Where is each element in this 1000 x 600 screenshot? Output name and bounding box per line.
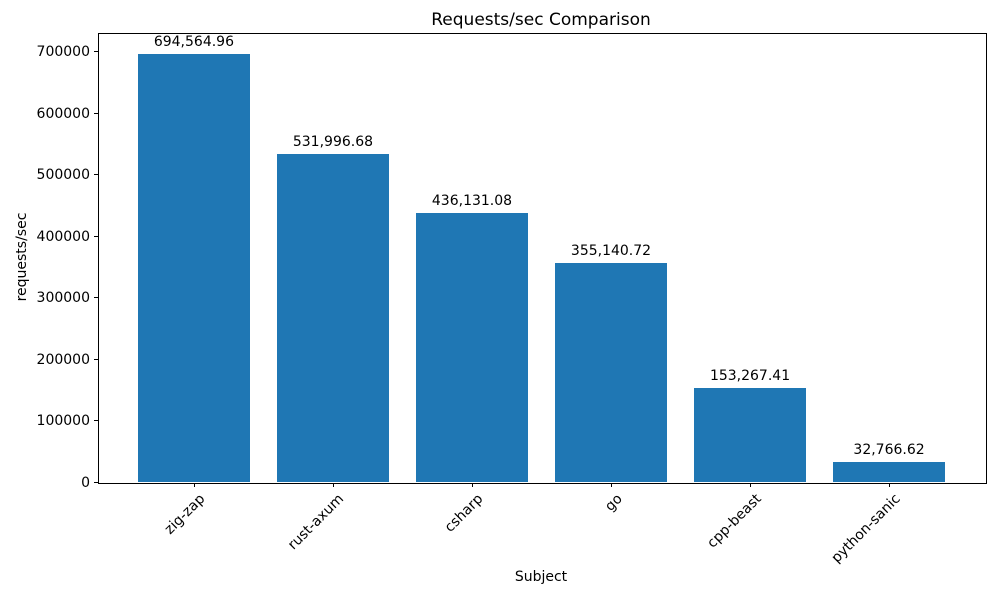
bar-go	[555, 263, 667, 482]
x-tick-mark	[332, 483, 334, 487]
y-tick-mark	[94, 51, 98, 53]
y-tick-mark	[94, 358, 98, 360]
y-axis-label: requests/sec	[14, 212, 30, 302]
x-tick-mark	[471, 483, 473, 487]
x-tick-label-zig-zap: zig-zap	[161, 491, 209, 538]
x-tick-label-csharp: csharp	[441, 491, 487, 536]
y-tick-label: 400000	[36, 228, 90, 245]
x-tick-mark	[889, 483, 891, 487]
y-tick-mark	[94, 420, 98, 422]
bar-rust-axum	[277, 154, 389, 482]
bar-value-label: 32,766.62	[853, 441, 925, 458]
y-tick-mark	[94, 482, 98, 483]
y-tick-label: 500000	[36, 167, 90, 184]
y-tick-mark	[94, 174, 98, 176]
x-axis-label: Subject	[514, 569, 568, 585]
bar-csharp	[416, 213, 528, 482]
y-tick-label: 600000	[36, 105, 90, 122]
y-tick-label: 0	[81, 475, 90, 491]
x-tick-label-cpp-beast: cpp-beast	[703, 491, 765, 552]
bar-python-sanic	[833, 461, 945, 482]
x-tick-label-go: go	[601, 491, 626, 515]
bar-value-label: 355,140.72	[570, 243, 652, 260]
x-tick-label-python-sanic: python-sanic	[828, 491, 904, 567]
x-tick-mark	[750, 483, 752, 487]
y-tick-mark	[94, 235, 98, 237]
bar-value-label: 153,267.41	[709, 367, 791, 384]
x-tick-mark	[611, 483, 612, 487]
y-tick-label: 200000	[36, 351, 90, 368]
y-tick-label: 700000	[36, 44, 90, 61]
y-tick-label: 100000	[36, 413, 90, 430]
bar-value-label: 694,564.96	[153, 34, 234, 51]
y-tick-mark	[94, 112, 98, 114]
bar-zig-zap	[138, 54, 250, 482]
bar-value-label: 531,996.68	[292, 134, 374, 151]
chart-title: Requests/sec Comparison	[431, 10, 651, 30]
x-tick-mark	[193, 483, 195, 487]
bar-cpp-beast	[694, 387, 806, 482]
x-tick-label-rust-axum: rust-axum	[285, 491, 348, 554]
y-tick-mark	[94, 297, 98, 299]
y-tick-label: 300000	[36, 290, 90, 307]
bar-value-label: 436,131.08	[431, 193, 513, 210]
